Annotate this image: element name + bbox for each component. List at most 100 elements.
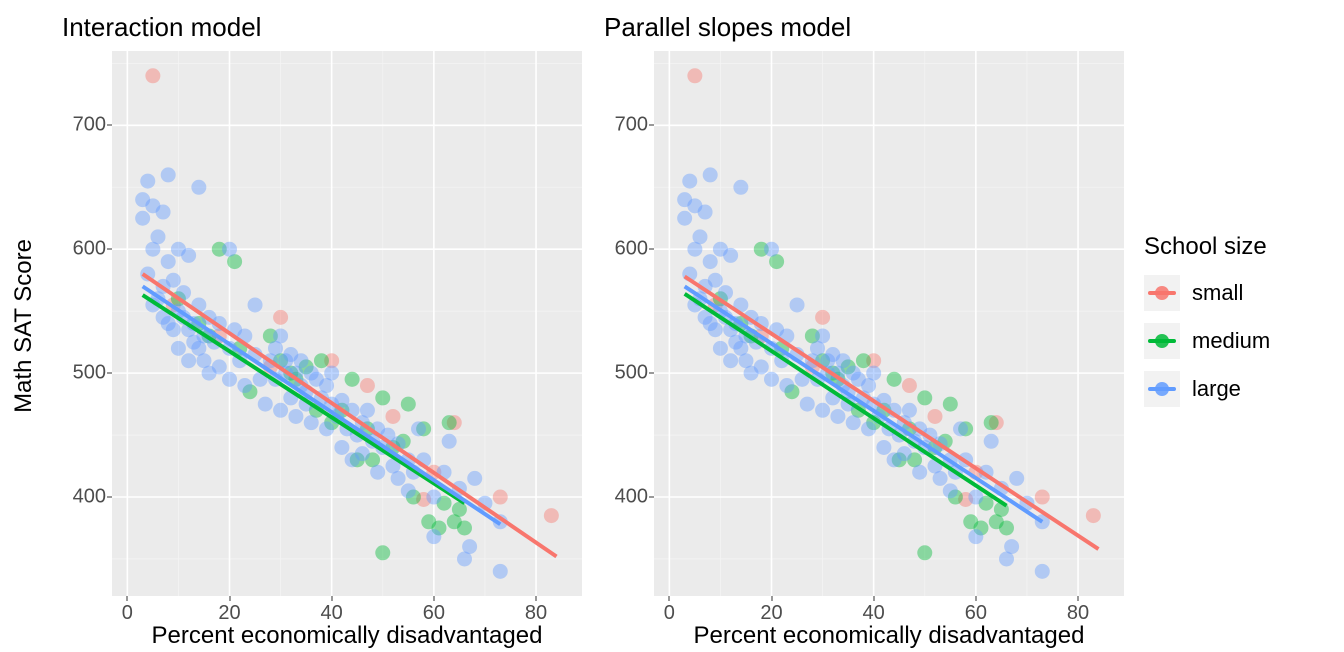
scatter-point xyxy=(790,297,805,312)
scatter-point xyxy=(467,471,482,486)
y-tick-label: 400 xyxy=(73,485,106,508)
scatter-point xyxy=(1009,471,1024,486)
panel: Interaction model400500600700020406080Pe… xyxy=(48,8,590,652)
scatter-point xyxy=(815,310,830,325)
scatter-point xyxy=(135,211,150,226)
scatter-point xyxy=(912,465,927,480)
y-tick-label: 500 xyxy=(615,362,648,385)
x-tick-mark xyxy=(873,596,874,601)
legend-swatch xyxy=(1144,323,1180,359)
scatter-point xyxy=(1086,508,1101,523)
legend-item-large: large xyxy=(1144,371,1344,407)
x-tick-mark xyxy=(1078,596,1079,601)
scatter-point xyxy=(779,378,794,393)
scatter-point xyxy=(314,353,329,368)
scatter-point xyxy=(334,440,349,455)
scatter-point xyxy=(345,372,360,387)
scatter-point xyxy=(687,68,702,83)
legend-item-medium: medium xyxy=(1144,323,1344,359)
x-tick-label: 80 xyxy=(1067,602,1089,625)
legend-point-icon xyxy=(1155,334,1169,348)
y-tick-label: 400 xyxy=(615,485,648,508)
y-tick-label: 600 xyxy=(73,238,106,261)
regression-line-medium xyxy=(143,295,465,503)
legend: School size small medium large xyxy=(1132,0,1344,652)
scatter-point xyxy=(452,502,467,517)
legend-point-icon xyxy=(1155,286,1169,300)
scatter-point xyxy=(426,490,441,505)
scatter-point xyxy=(375,390,390,405)
scatter-point xyxy=(764,242,779,257)
x-tick-label: 40 xyxy=(321,602,343,625)
scatter-point xyxy=(411,421,426,436)
scatter-point xyxy=(222,372,237,387)
plot-area xyxy=(654,51,1124,596)
scatter-point xyxy=(493,564,508,579)
scatter-point xyxy=(887,372,902,387)
scatter-point xyxy=(273,310,288,325)
scatter-point xyxy=(462,539,477,554)
scatter-point xyxy=(927,409,942,424)
panels-row: Interaction model400500600700020406080Pe… xyxy=(48,8,1132,652)
scatter-point xyxy=(677,211,692,226)
scatter-point xyxy=(917,390,932,405)
scatter-point xyxy=(355,446,370,461)
scatter-point xyxy=(856,353,871,368)
scatter-point xyxy=(145,68,160,83)
scatter-point xyxy=(943,483,958,498)
scatter-point xyxy=(1035,564,1050,579)
x-tick-label: 0 xyxy=(122,602,133,625)
x-tick-mark xyxy=(669,596,670,601)
scatter-point xyxy=(191,180,206,195)
x-axis-title: Percent economically disadvantaged xyxy=(654,622,1124,652)
y-ticks: 400500600700 xyxy=(56,51,112,596)
scatter-point xyxy=(156,205,171,220)
scatter-point xyxy=(161,254,176,269)
scatter-point xyxy=(703,167,718,182)
scatter-point xyxy=(304,415,319,430)
regression-line-small xyxy=(143,274,557,556)
scatter-point xyxy=(222,242,237,257)
scatter-point xyxy=(846,415,861,430)
scatter-point xyxy=(703,254,718,269)
scatter-point xyxy=(237,378,252,393)
scatter-point xyxy=(917,545,932,560)
scatter-point xyxy=(1004,539,1019,554)
scatter-point xyxy=(876,440,891,455)
panel-title: Parallel slopes model xyxy=(604,12,1124,43)
scatter-point xyxy=(150,229,165,244)
scatter-point xyxy=(370,465,385,480)
legend-label: small xyxy=(1192,280,1243,306)
scatter-point xyxy=(493,490,508,505)
scatter-point xyxy=(815,328,830,343)
scatter-point xyxy=(294,353,309,368)
x-tick-mark xyxy=(536,596,537,601)
scatter-point xyxy=(943,397,958,412)
x-tick-mark xyxy=(331,596,332,601)
scatter-point xyxy=(682,174,697,189)
scatter-point xyxy=(708,273,723,288)
x-tick-mark xyxy=(975,596,976,601)
x-tick-label: 60 xyxy=(965,602,987,625)
scatter-point xyxy=(999,520,1014,535)
x-ticks: 020406080 xyxy=(654,596,1124,621)
scatter-point xyxy=(288,409,303,424)
regression-line-medium xyxy=(685,294,1007,506)
scatter-point xyxy=(258,397,273,412)
x-tick-label: 20 xyxy=(760,602,782,625)
scatter-point xyxy=(692,229,707,244)
y-tick-label: 700 xyxy=(73,114,106,137)
scatter-point xyxy=(273,328,288,343)
legend-swatch xyxy=(1144,371,1180,407)
legend-title: School size xyxy=(1144,233,1344,261)
scatter-point xyxy=(984,415,999,430)
scatter-point xyxy=(968,529,983,544)
y-axis-title: Math SAT Score xyxy=(10,239,38,413)
scatter-point xyxy=(248,297,263,312)
x-tick-label: 0 xyxy=(664,602,675,625)
scatter-point xyxy=(401,397,416,412)
scatter-point xyxy=(385,409,400,424)
panel-title: Interaction model xyxy=(62,12,582,43)
x-tick-label: 20 xyxy=(218,602,240,625)
x-tick-mark xyxy=(229,596,230,601)
